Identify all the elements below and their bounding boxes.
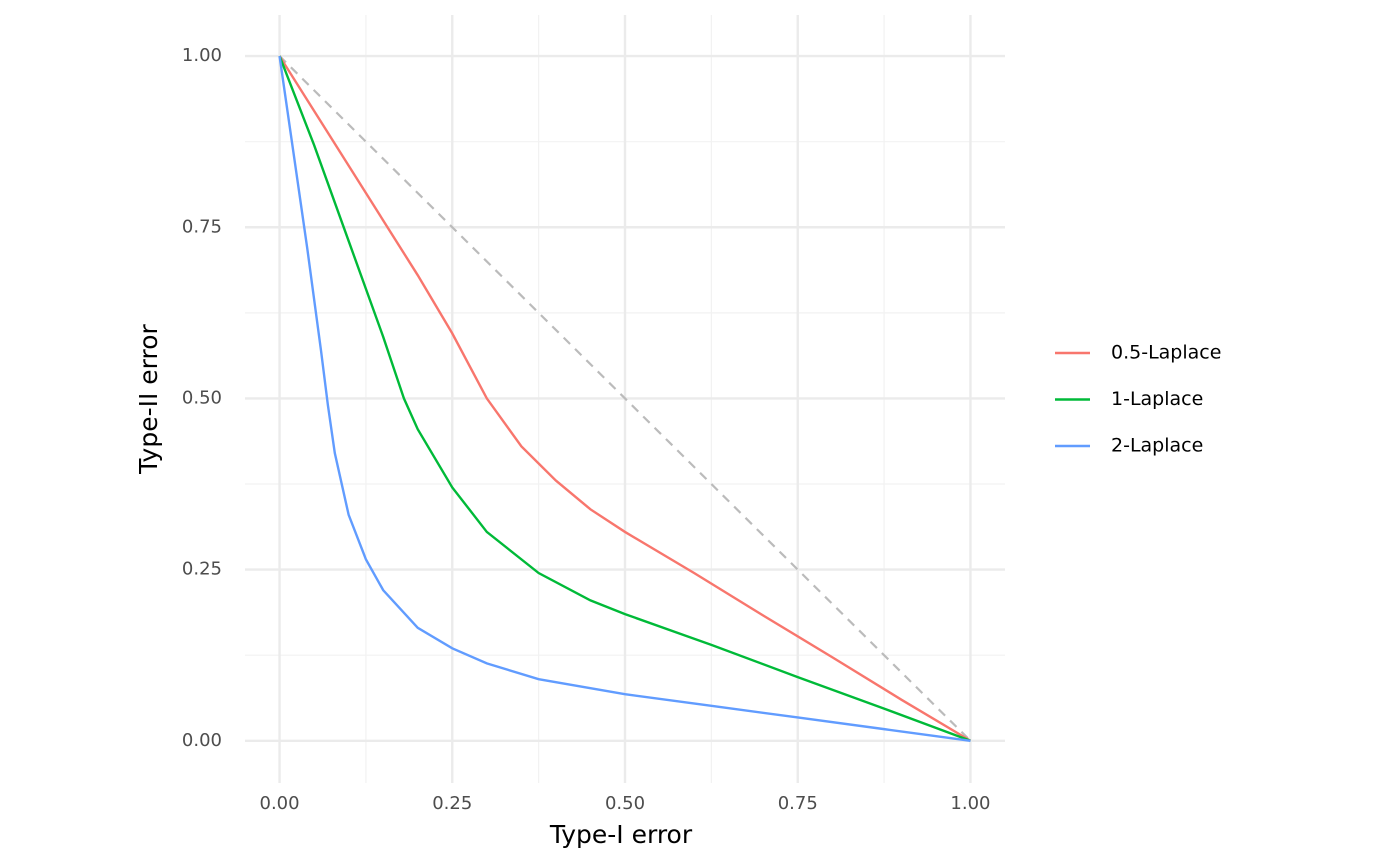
x-axis-label: Type-I error [549,820,693,849]
line [278,55,972,742]
x-tick-label: 1.00 [950,793,990,814]
line [278,55,971,742]
line [278,55,971,742]
legend-label: 2-Laplace [1111,435,1203,457]
y-tick-label: 0.00 [182,730,222,751]
x-tick-label: 0.50 [605,793,645,814]
y-tick-label: 1.00 [182,45,222,66]
legend-label: 0.5-Laplace [1111,342,1221,364]
y-tick-label: 0.75 [182,216,222,237]
y-tick-label: 0.50 [182,387,222,408]
legend-label: 1-Laplace [1111,388,1203,410]
y-axis-label: Type-II error [134,323,163,474]
x-tick-label: 0.25 [432,793,472,814]
x-tick-label: 0.75 [778,793,818,814]
reference-line [278,55,972,742]
y-tick-label: 0.25 [182,559,222,580]
x-tick-label: 0.00 [260,793,300,814]
